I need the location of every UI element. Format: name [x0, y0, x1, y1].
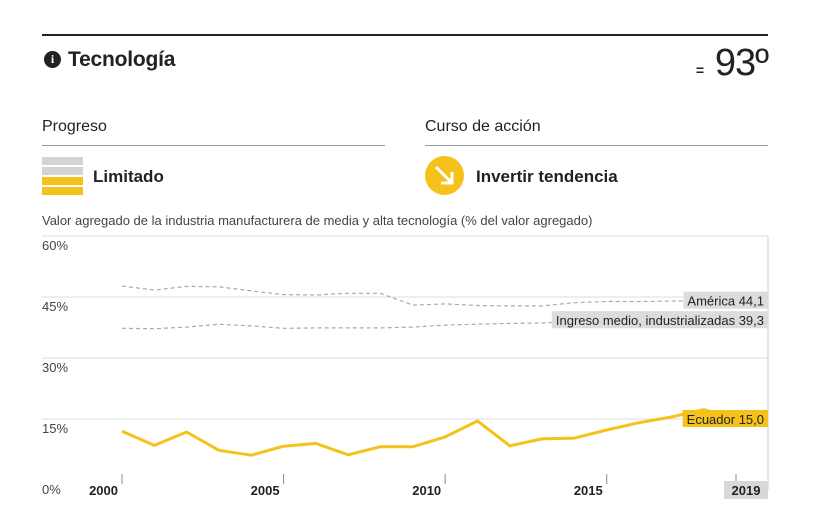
- progress-bar-filled: [42, 187, 83, 195]
- progress-label: Progreso: [42, 118, 107, 135]
- series-end-label-bg: [551, 311, 768, 329]
- arrow-down-right-icon: [425, 156, 464, 195]
- x-tick-label: 2005: [251, 483, 280, 498]
- action-divider: [425, 145, 768, 146]
- series-end-label: Ingreso medio, industrializadas 39,3: [556, 313, 764, 328]
- progress-status: Limitado: [93, 167, 164, 186]
- y-tick-label: 15%: [42, 421, 68, 436]
- action-label: Curso de acción: [425, 118, 541, 135]
- x-tick-label: 2015: [574, 483, 603, 498]
- y-tick-label: 0%: [42, 482, 61, 497]
- series-line-0: [121, 408, 737, 457]
- series-end-label-bg: [683, 291, 768, 309]
- progress-level-icon: [42, 157, 83, 197]
- chart-title: Valor agregado de la industria manufactu…: [42, 213, 593, 228]
- x-tick-highlight: [724, 481, 768, 499]
- action-status: Invertir tendencia: [476, 167, 618, 186]
- top-rule: [42, 34, 768, 36]
- rank-value: 93º: [714, 42, 769, 84]
- y-tick-label: 60%: [42, 238, 68, 253]
- y-tick-label: 30%: [42, 360, 68, 375]
- page-title: Tecnología: [68, 48, 176, 71]
- series-end-label: Ecuador 15,0: [687, 412, 764, 427]
- progress-bar-empty: [42, 157, 83, 165]
- y-tick-label: 45%: [42, 299, 68, 314]
- series-end-label-bg: [682, 410, 768, 427]
- progress-divider: [42, 145, 385, 146]
- series-line-1: [121, 285, 736, 307]
- progress-bar-filled: [42, 177, 83, 185]
- header: i Tecnología = 93º: [42, 42, 769, 88]
- rank-change-indicator: =: [695, 62, 704, 78]
- progress-bar-empty: [42, 167, 83, 175]
- series-end-label: América 44,1: [687, 294, 764, 309]
- x-tick-label: 2019: [732, 483, 761, 498]
- info-icon[interactable]: i: [44, 51, 61, 68]
- x-tick-label: 2010: [412, 483, 441, 498]
- x-tick-label: 2000: [89, 483, 118, 498]
